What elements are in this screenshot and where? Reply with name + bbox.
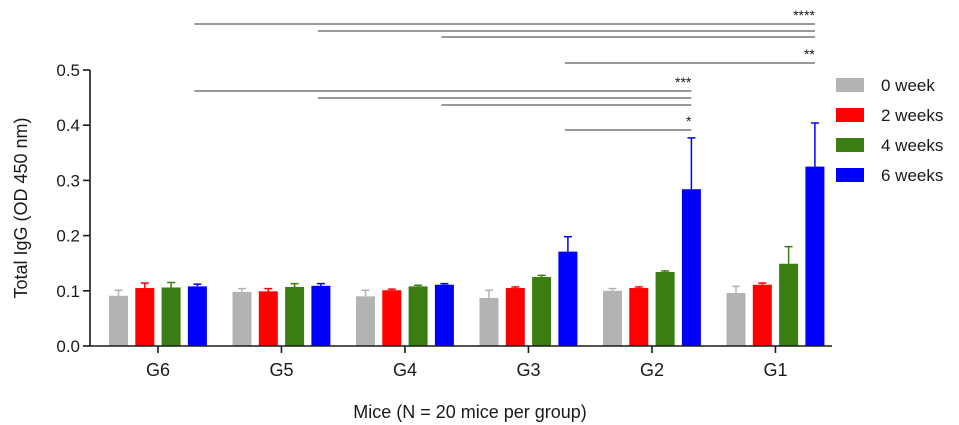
bar: [726, 293, 746, 346]
x-tick-label: G1: [763, 360, 787, 380]
bar: [187, 286, 207, 346]
bar: [505, 288, 525, 346]
significance-label: ***: [675, 74, 692, 90]
significance-label: ****: [793, 7, 815, 23]
bar: [356, 296, 375, 346]
legend-label: 4 weeks: [881, 136, 943, 155]
bar: [311, 285, 331, 346]
y-axis-label: Total IgG (OD 450 nm): [11, 117, 31, 298]
bar: [434, 284, 454, 346]
legend-label: 6 weeks: [881, 166, 943, 185]
bar: [135, 288, 155, 346]
significance-label: **: [804, 46, 815, 62]
x-ticks: G6 G5 G4 G3 G2 G1: [146, 346, 787, 380]
x-tick-label: G3: [516, 360, 540, 380]
x-tick-label: G6: [146, 360, 170, 380]
bar: [408, 286, 428, 346]
bar: [603, 290, 622, 346]
bar: [655, 272, 675, 346]
bar: [232, 291, 252, 346]
bar: [752, 284, 772, 346]
y-tick-label: 0.2: [56, 227, 80, 246]
bar: [258, 291, 278, 346]
bar: [382, 290, 402, 346]
y-tick-label: 0.1: [56, 282, 80, 301]
bar: [285, 286, 305, 346]
legend-label: 0 week: [881, 76, 935, 95]
legend-swatch: [836, 168, 864, 182]
axes: [89, 70, 832, 347]
y-ticks: 0.0 0.1 0.2 0.3 0.4 0.5: [56, 61, 90, 356]
significance-brackets: **********: [194, 7, 815, 131]
y-tick-label: 0.0: [56, 337, 80, 356]
bar: [479, 297, 499, 346]
bar: [779, 263, 799, 346]
bar: [532, 277, 552, 346]
bars: [109, 122, 825, 346]
x-tick-label: G2: [640, 360, 664, 380]
bar: [805, 166, 825, 346]
bar: [629, 288, 649, 346]
x-axis-label: Mice (N = 20 mice per group): [353, 402, 587, 422]
legend: 0 week 2 weeks 4 weeks 6 weeks: [836, 76, 943, 185]
y-tick-label: 0.5: [56, 61, 80, 80]
legend-swatch: [836, 108, 864, 122]
legend-label: 2 weeks: [881, 106, 943, 125]
y-tick-label: 0.4: [56, 116, 80, 135]
y-tick-label: 0.3: [56, 171, 80, 190]
significance-label: *: [686, 113, 692, 129]
x-tick-label: G5: [269, 360, 293, 380]
bar: [109, 295, 128, 346]
x-tick-label: G4: [393, 360, 417, 380]
bar: [161, 287, 181, 346]
bar: [558, 251, 578, 346]
legend-swatch: [836, 138, 864, 152]
legend-swatch: [836, 78, 864, 92]
bar: [681, 189, 701, 346]
